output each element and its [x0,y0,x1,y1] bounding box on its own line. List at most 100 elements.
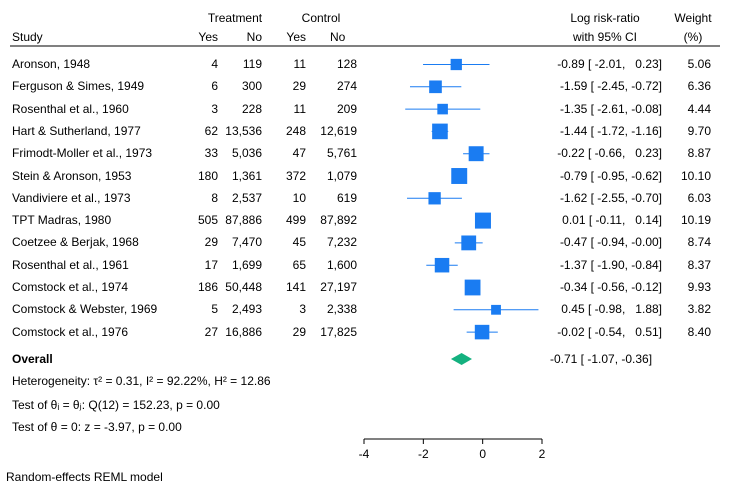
effect-ci: -0.79 [ -0.95, -0.62] [559,168,662,183]
weight-value: 6.03 [687,190,711,205]
control-yes-header: Yes [286,30,306,44]
effect-ci: -1.62 [ -2.55, -0.70] [559,190,662,205]
effect-ci: -1.35 [ -2.61, -0.08] [559,101,662,116]
study-name: Stein & Aronson, 1953 [12,168,132,183]
treatment-no: 2,493 [231,302,262,317]
treatment-no-header: No [246,30,262,44]
test-zero-text: Test of θ = 0: z = -3.97, p = 0.00 [12,420,182,434]
weight-value: 8.37 [687,257,711,272]
treatment-no: 1,361 [231,168,262,183]
study-name: TPT Madras, 1980 [12,213,112,228]
treatment-no: 87,886 [225,213,262,228]
study-name: Rosenthal et al., 1961 [12,257,129,272]
effect-header: Log risk-ratio [570,11,640,25]
weight-subheader: (%) [683,30,703,44]
estimate-marker [451,168,468,184]
treatment-header: Treatment [207,11,263,25]
control-yes: 29 [292,79,306,94]
control-no: 5,761 [326,146,357,161]
treatment-yes: 4 [211,57,218,71]
overall-diamond [450,353,472,365]
study-header: Study [12,30,43,44]
control-no: 619 [336,190,357,205]
weight-value: 9.70 [687,123,711,138]
control-yes: 248 [285,123,306,138]
control-no-header: No [330,30,346,44]
weight-value: 8.40 [687,324,711,339]
control-no: 7,232 [326,235,357,250]
effect-ci: -1.37 [ -1.90, -0.84] [559,257,662,272]
heterogeneity-text: Heterogeneity: τ² = 0.31, I² = 92.22%, H… [12,374,271,388]
forest-marks [405,58,539,365]
treatment-yes: 29 [204,235,218,250]
effect-ci: 0.45 [ -0.98, 1.88] [561,302,662,317]
axis-tick-label: -4 [359,447,370,461]
estimate-marker [461,235,477,251]
overall-label: Overall [12,352,53,366]
weight-value: 6.36 [687,79,711,94]
estimate-marker [491,304,501,315]
treatment-yes: 17 [204,257,218,272]
treatment-yes: 62 [204,123,218,138]
estimate-marker [429,80,442,94]
effect-ci: -0.02 [ -0.54, 0.51] [557,324,662,339]
estimate-marker [474,212,491,229]
control-yes: 11 [293,101,306,116]
control-yes: 29 [292,324,306,339]
estimate-marker [450,58,462,71]
treatment-no: 119 [242,57,262,71]
effect-ci: -0.22 [ -0.66, 0.23] [557,146,662,161]
control-no: 274 [336,79,357,94]
control-yes: 3 [299,302,306,317]
study-name: Frimodt-Moller et al., 1973 [12,146,153,161]
treatment-yes: 3 [211,101,218,116]
estimate-marker [432,123,448,140]
treatment-yes: 5 [211,302,218,317]
control-yes: 47 [292,146,306,161]
control-no: 1,079 [326,168,357,183]
control-yes: 11 [293,57,306,71]
study-name: Rosenthal et al., 1960 [12,101,129,116]
study-name: Ferguson & Simes, 1949 [12,79,145,94]
estimate-marker [437,103,448,115]
axis-tick-label: 2 [539,447,546,461]
overall-ci: -0.71 [ -1.07, -0.36] [550,352,653,366]
treatment-yes-header: Yes [198,30,218,44]
study-name: Comstock & Webster, 1969 [12,302,158,317]
control-no: 27,197 [320,280,357,294]
control-no: 128 [336,57,357,71]
estimate-marker [428,192,441,205]
control-no: 209 [336,101,357,116]
treatment-yes: 8 [211,190,218,205]
weight-value: 5.06 [687,57,711,71]
study-name: Comstock et al., 1974 [12,280,129,294]
footnote: Random-effects REML model [6,470,163,484]
test-equal-text: Test of θᵢ = θⱼ: Q(12) = 152.23, p = 0.0… [12,398,220,412]
estimate-marker [474,324,490,340]
control-yes: 372 [285,168,306,183]
control-yes: 141 [285,280,306,294]
effect-ci: -1.44 [ -1.72, -1.16] [559,123,662,138]
effect-ci: -1.59 [ -2.45, -0.72] [559,79,662,94]
control-no: 1,600 [326,257,357,272]
estimate-marker [464,279,481,296]
treatment-no: 300 [241,79,262,94]
control-yes: 499 [285,213,306,228]
treatment-yes: 186 [197,280,218,294]
effect-ci: -0.89 [ -2.01, 0.23] [557,57,662,71]
effect-subheader: with 95% CI [572,30,638,44]
treatment-no: 7,470 [231,235,262,250]
weight-value: 3.82 [687,302,711,317]
control-no: 87,892 [320,213,357,228]
treatment-no: 2,537 [231,190,262,205]
treatment-no: 228 [241,101,262,116]
treatment-no: 16,886 [225,324,262,339]
control-header: Control [301,11,341,25]
effect-ci: -0.47 [ -0.94, -0.00] [559,235,662,250]
study-name: Hart & Sutherland, 1977 [12,123,141,138]
treatment-no: 5,036 [231,146,262,161]
effect-ci: -0.34 [ -0.56, -0.12] [559,280,662,294]
treatment-yes: 180 [197,168,218,183]
weight-value: 10.19 [680,213,711,228]
weight-value: 8.74 [687,235,711,250]
